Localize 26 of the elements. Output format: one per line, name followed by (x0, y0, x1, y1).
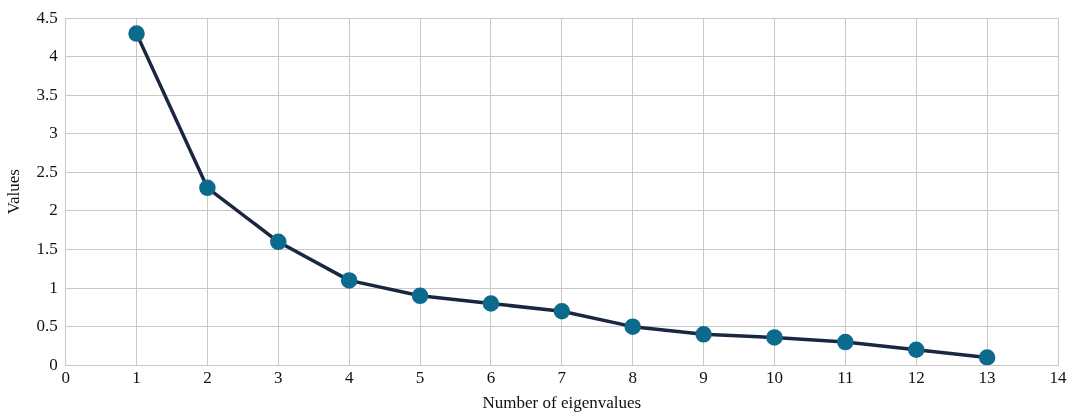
y-tick-label: 0 (49, 354, 58, 374)
y-tick-label: 1.5 (36, 239, 58, 258)
x-axis-title: Number of eigenvalues (482, 393, 642, 413)
y-tick-label: 3 (49, 123, 58, 143)
x-tick-label: 13 (978, 367, 996, 387)
y-tick-label: 4.5 (36, 7, 58, 27)
y-tick-label: 1 (49, 277, 58, 297)
x-tick-label: 3 (274, 367, 283, 387)
x-tick-label: 10 (765, 367, 783, 387)
y-tick-label: 0.5 (36, 316, 58, 336)
x-tick-label: 8 (628, 367, 637, 387)
x-tick-label: 12 (907, 367, 925, 387)
x-tick-label: 5 (415, 367, 425, 387)
y-tick-label: 3.5 (36, 84, 58, 104)
y-tick-label: 4 (49, 46, 59, 66)
y-tick-label: 2 (49, 200, 58, 220)
y-tick-label: 2.5 (36, 161, 58, 181)
x-tick-label: 1 (132, 367, 141, 387)
x-tick-label: 9 (699, 367, 708, 387)
x-tick-label: 4 (344, 367, 354, 387)
y-axis-title: Values (3, 169, 23, 215)
x-tick-label: 14 (1049, 367, 1067, 387)
x-tick-label: 7 (557, 367, 567, 387)
x-tick-label: 11 (837, 367, 854, 387)
x-tick-label: 2 (203, 367, 212, 387)
x-tick-label: 6 (486, 367, 496, 387)
